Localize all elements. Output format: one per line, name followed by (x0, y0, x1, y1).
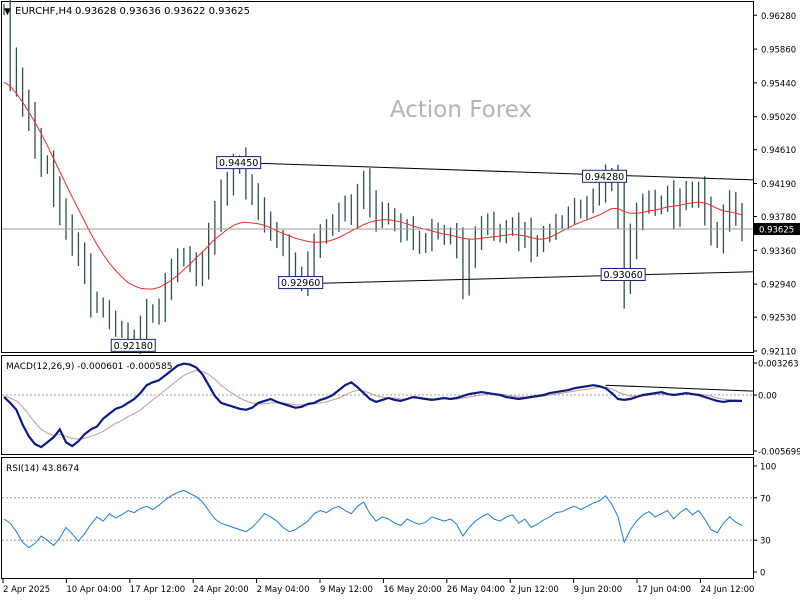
rsi-title: RSI(14) 43.8674 (6, 464, 79, 474)
price-axis-label: 0.95440 (761, 79, 796, 89)
price-label: 0.93060 (604, 270, 643, 281)
price-panel (1, 1, 754, 353)
rsi-axis-label: 0 (760, 569, 765, 579)
macd-trendline (605, 384, 754, 392)
rsi-panel (1, 457, 754, 579)
price-label: 0.92960 (281, 278, 320, 289)
x-axis-label: 24 Apr 20:00 (193, 585, 248, 595)
axes: 0.96280 0.95860 0.95440 0.95020 0.94610 0.941… (2, 12, 800, 595)
rsi-axis-label: 70 (760, 494, 771, 504)
price-label-box (110, 338, 156, 352)
macd-axis-label: 0.00 (758, 392, 777, 402)
price-axis-label: 0.94610 (761, 146, 796, 156)
rsi-axis-label: 100 (760, 463, 776, 473)
x-axis-label: 9 Jun 20:00 (574, 585, 623, 595)
moving-average-line (3, 81, 743, 290)
x-axis-label: 10 Apr 04:00 (66, 585, 121, 595)
price-axis-label: 0.93780 (761, 213, 796, 223)
x-axis-label: 2 Jun 12:00 (510, 585, 559, 595)
price-axis-label: 0.95020 (761, 113, 796, 123)
macd-title: MACD(12,26,9) -0.000601 -0.000585 (6, 362, 172, 372)
price-label-box (278, 276, 324, 290)
price-axis-label: 0.95860 (761, 46, 796, 56)
current-price-text: 0.93625 (759, 226, 794, 236)
macd-axis-label: -0.005699 (758, 448, 800, 458)
chart-symbol: EURCHF,H4 (15, 6, 72, 17)
x-axis-label: 2 May 04:00 (257, 585, 310, 595)
price-axis-label: 0.93360 (761, 247, 796, 257)
ohlc-readout: 0.93628 0.93636 0.93622 0.93625 (75, 6, 250, 17)
x-axis-label: 16 May 20:00 (383, 585, 441, 595)
price-axis-label: 0.96280 (761, 12, 796, 22)
macd-plot (2, 362, 754, 449)
current-price-badge (754, 223, 800, 236)
x-axis-label: 26 May 04:00 (447, 585, 505, 595)
x-axis-label: 2 Apr 2025 (3, 585, 50, 595)
watermark: Action Forex (390, 97, 532, 123)
price-axis-label: 0.94190 (761, 180, 796, 190)
price-axis-label: 0.92530 (761, 314, 796, 324)
macd-signal-line (3, 369, 743, 440)
macd-axis-label: 0.003263 (758, 360, 799, 370)
rsi-axis-label: 30 (760, 537, 771, 547)
macd-panel (1, 355, 754, 455)
price-axis-label: 0.92940 (761, 281, 796, 291)
x-axis-label: 24 Jun 12:00 (700, 585, 754, 595)
price-label: 0.94280 (585, 172, 624, 183)
x-axis-label: 17 Jun 04:00 (637, 585, 691, 595)
rsi-line (3, 489, 743, 549)
x-axis-label: 17 Apr 12:00 (130, 585, 185, 595)
price-axis-label: 0.92110 (761, 348, 796, 358)
price-label-box (600, 268, 646, 282)
price-label: 0.94450 (219, 158, 258, 169)
price-label-box (216, 156, 262, 170)
price-trendline (239, 162, 754, 181)
price-plot: 0.94450 0.92960 0.92180 0.94280 0.93060 (2, 0, 754, 355)
header-arrow: ▼ (4, 7, 11, 17)
rsi-plot (2, 489, 753, 549)
price-label: 0.92180 (114, 341, 153, 352)
x-axis-label: 9 May 12:00 (320, 585, 373, 595)
macd-line (3, 362, 742, 449)
price-label-box (582, 169, 628, 183)
price-trendline (301, 271, 754, 285)
